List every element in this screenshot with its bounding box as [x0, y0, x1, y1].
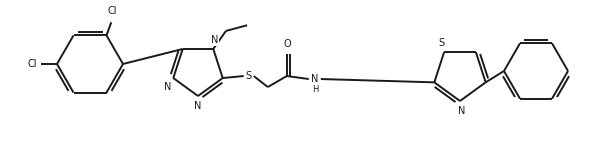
Text: N: N	[164, 82, 171, 92]
Text: N: N	[210, 35, 218, 45]
Text: N: N	[311, 74, 318, 84]
Text: H: H	[312, 84, 318, 94]
Text: S: S	[438, 38, 444, 48]
Text: O: O	[283, 39, 291, 49]
Text: N: N	[458, 106, 465, 116]
Text: S: S	[246, 71, 252, 81]
Text: Cl: Cl	[107, 6, 117, 16]
Text: N: N	[194, 101, 201, 111]
Text: Cl: Cl	[27, 59, 37, 69]
